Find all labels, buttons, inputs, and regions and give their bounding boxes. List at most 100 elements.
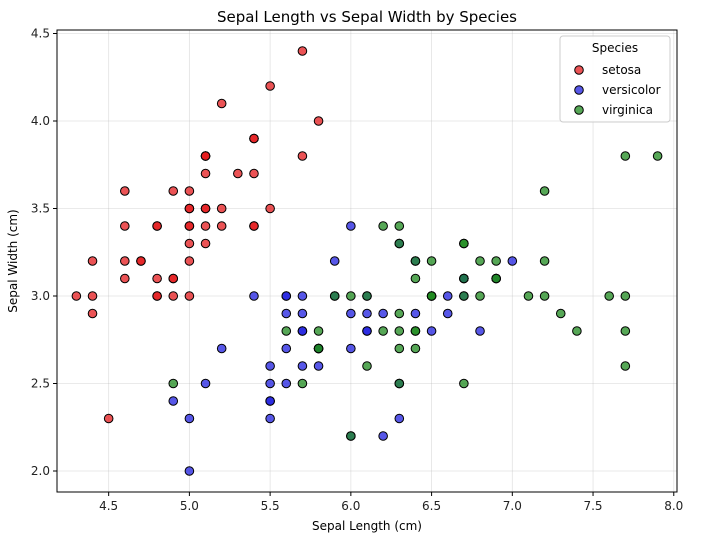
point-virginica bbox=[281, 326, 292, 336]
point-virginica bbox=[346, 431, 356, 441]
point-versicolor bbox=[394, 413, 405, 424]
plot-frame bbox=[56, 29, 678, 493]
point-versicolor bbox=[346, 308, 356, 319]
point-versicolor bbox=[507, 256, 518, 266]
point-versicolor bbox=[297, 308, 308, 319]
legend-marker-setosa bbox=[574, 65, 584, 75]
point-versicolor bbox=[265, 413, 275, 424]
y-tick-label: 3.5 bbox=[31, 202, 50, 216]
x-axis-ticks: 4.5 5.0 5.5 6.0 6.5 7.0 7.5 8.0 bbox=[99, 492, 683, 513]
point-setosa bbox=[120, 256, 130, 266]
point-virginica bbox=[394, 221, 405, 231]
point-setosa bbox=[184, 238, 195, 249]
point-setosa bbox=[168, 186, 179, 196]
point-setosa bbox=[297, 151, 308, 161]
point-virginica bbox=[313, 343, 324, 354]
point-versicolor bbox=[378, 431, 388, 441]
point-virginica bbox=[459, 378, 469, 389]
point-virginica bbox=[459, 273, 469, 284]
point-virginica bbox=[329, 291, 340, 301]
point-virginica bbox=[620, 326, 631, 336]
point-setosa bbox=[120, 221, 130, 231]
point-versicolor bbox=[281, 291, 292, 301]
legend-label-setosa: setosa bbox=[602, 63, 641, 77]
point-virginica bbox=[394, 308, 405, 319]
x-tick-label: 8.0 bbox=[664, 499, 683, 513]
point-virginica bbox=[572, 326, 582, 336]
point-versicolor bbox=[313, 361, 324, 371]
point-versicolor bbox=[442, 308, 453, 319]
point-versicolor bbox=[200, 378, 211, 389]
x-tick-label: 6.0 bbox=[341, 499, 360, 513]
chart-title: Sepal Length vs Sepal Width by Species bbox=[217, 8, 517, 26]
point-setosa bbox=[152, 291, 162, 301]
point-setosa bbox=[297, 46, 308, 56]
x-tick-label: 7.0 bbox=[503, 499, 522, 513]
point-virginica bbox=[491, 273, 501, 284]
y-tick-label: 4.5 bbox=[31, 27, 50, 41]
point-setosa bbox=[216, 203, 227, 214]
y-tick-label: 4.0 bbox=[31, 114, 50, 128]
point-setosa bbox=[313, 116, 324, 126]
legend: Species setosa versicolor virginica bbox=[559, 35, 671, 123]
point-virginica bbox=[410, 343, 421, 354]
point-virginica bbox=[539, 256, 550, 266]
point-virginica bbox=[378, 221, 388, 231]
point-virginica bbox=[475, 256, 485, 266]
point-virginica bbox=[410, 326, 421, 336]
point-virginica bbox=[410, 256, 421, 266]
point-virginica bbox=[297, 378, 308, 389]
point-versicolor bbox=[168, 396, 179, 406]
point-virginica bbox=[394, 343, 405, 354]
point-versicolor bbox=[297, 361, 308, 371]
point-virginica bbox=[620, 361, 631, 371]
legend-title: Species bbox=[592, 41, 638, 55]
point-versicolor bbox=[297, 326, 308, 336]
legend-marker-virginica bbox=[574, 105, 584, 115]
point-virginica bbox=[426, 291, 437, 301]
point-setosa bbox=[71, 291, 82, 301]
point-versicolor bbox=[249, 291, 259, 301]
point-versicolor bbox=[475, 326, 485, 336]
point-setosa bbox=[200, 203, 211, 214]
point-versicolor bbox=[378, 308, 388, 319]
x-tick-label: 5.5 bbox=[261, 499, 280, 513]
point-virginica bbox=[620, 151, 631, 161]
point-virginica bbox=[539, 291, 550, 301]
point-versicolor bbox=[329, 256, 340, 266]
x-tick-label: 7.5 bbox=[583, 499, 602, 513]
point-virginica bbox=[652, 151, 663, 161]
y-tick-label: 2.5 bbox=[31, 377, 50, 391]
point-versicolor bbox=[346, 343, 356, 354]
point-setosa bbox=[87, 291, 98, 301]
y-tick-label: 2.0 bbox=[31, 464, 50, 478]
point-setosa bbox=[120, 273, 130, 284]
point-setosa bbox=[184, 256, 195, 266]
legend-label-virginica: virginica bbox=[602, 103, 653, 117]
point-versicolor bbox=[184, 413, 195, 424]
point-virginica bbox=[313, 326, 324, 336]
point-setosa bbox=[184, 203, 195, 214]
point-setosa bbox=[216, 98, 227, 109]
point-virginica bbox=[362, 361, 372, 371]
point-setosa bbox=[216, 221, 227, 231]
point-versicolor bbox=[281, 308, 292, 319]
point-virginica bbox=[523, 291, 534, 301]
point-setosa bbox=[120, 186, 130, 196]
point-virginica bbox=[459, 291, 469, 301]
point-virginica bbox=[394, 326, 405, 336]
point-virginica bbox=[168, 378, 179, 389]
point-virginica bbox=[378, 326, 388, 336]
point-virginica bbox=[604, 291, 614, 301]
point-setosa bbox=[249, 168, 259, 179]
point-virginica bbox=[394, 238, 405, 249]
point-virginica bbox=[539, 186, 550, 196]
point-virginica bbox=[555, 308, 566, 319]
point-versicolor bbox=[184, 466, 195, 476]
point-versicolor bbox=[362, 326, 372, 336]
point-setosa bbox=[200, 168, 211, 179]
point-setosa bbox=[233, 168, 243, 179]
point-versicolor bbox=[265, 361, 275, 371]
point-setosa bbox=[152, 221, 162, 231]
